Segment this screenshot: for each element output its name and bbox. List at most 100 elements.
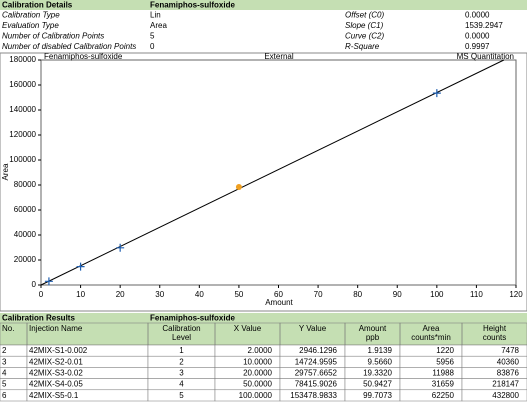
column-header: Amount xyxy=(359,324,387,333)
column-header: Area xyxy=(423,324,440,333)
cell-text: 83876 xyxy=(497,369,520,378)
cell-text: 2 xyxy=(179,357,184,366)
column-header: No. xyxy=(2,324,14,333)
cell-text: 2.0000 xyxy=(248,346,273,355)
detail-label: Calibration Type xyxy=(2,11,60,20)
point xyxy=(116,243,125,252)
point xyxy=(44,277,53,286)
cell-text: 4 xyxy=(179,380,184,389)
cell-text: 31659 xyxy=(432,380,455,389)
cell-text: 11988 xyxy=(432,369,454,378)
x-tick-label: 80 xyxy=(353,290,362,299)
cell-text: 78415.9026 xyxy=(295,380,338,389)
cell-text: 5 xyxy=(2,380,7,389)
x-tick-label: 0 xyxy=(39,290,44,299)
y-tick-label: 140000 xyxy=(9,105,36,114)
results-title: Calibration Results xyxy=(2,314,75,323)
detail-label: R-Square xyxy=(345,42,380,51)
detail-value: Lin xyxy=(150,11,161,20)
column-header: ppb xyxy=(366,333,380,342)
detail-value: 0.0000 xyxy=(465,11,490,20)
detail-value: 1539.2947 xyxy=(465,21,503,30)
x-tick-label: 60 xyxy=(274,290,283,299)
details-title: Calibration Details xyxy=(2,1,73,10)
cell xyxy=(461,389,527,402)
column-header: counts*min xyxy=(411,333,451,342)
point xyxy=(235,183,242,190)
y-axis-label: Area xyxy=(1,163,10,180)
y-tick-label: 80000 xyxy=(14,180,37,189)
cell-text: 218147 xyxy=(492,380,519,389)
cell-text: 62250 xyxy=(432,391,455,400)
y-tick-label: 180000 xyxy=(9,55,36,64)
x-tick-label: 40 xyxy=(195,290,204,299)
x-tick-label: 20 xyxy=(116,290,125,299)
cell-text: 19.3320 xyxy=(363,369,392,378)
x-tick-label: 100 xyxy=(430,290,444,299)
cell-text: 1.9139 xyxy=(368,346,393,355)
cell-text: 6 xyxy=(2,391,7,400)
y-tick-label: 160000 xyxy=(9,80,36,89)
detail-value: 0.9997 xyxy=(465,42,490,51)
cell-text: 42MIX-S2-0.01 xyxy=(29,357,83,366)
cell-text: 3 xyxy=(2,357,7,366)
y-tick-label: 40000 xyxy=(14,230,37,239)
column-header: X Value xyxy=(234,324,262,333)
detail-label: Curve (C2) xyxy=(345,32,384,41)
cell-text: 50.9427 xyxy=(363,380,392,389)
cell-text: 29757.6652 xyxy=(295,369,338,378)
column-header: Level xyxy=(172,333,191,342)
cell-text: 4 xyxy=(2,369,7,378)
detail-value: Area xyxy=(150,21,167,30)
cell-text: 50.0000 xyxy=(243,380,272,389)
cell-text: 7478 xyxy=(501,346,519,355)
plot-area xyxy=(40,59,517,286)
results-columns-bg xyxy=(0,323,527,345)
cell-text: 42MIX-S5-0.1 xyxy=(29,391,79,400)
x-tick-label: 10 xyxy=(76,290,85,299)
point xyxy=(432,89,441,98)
cell-text: 42MIX-S1-0.002 xyxy=(29,346,88,355)
cell-text: 432800 xyxy=(492,391,519,400)
detail-value: 0.0000 xyxy=(465,32,490,41)
detail-value: 0 xyxy=(150,42,155,51)
y-tick-label: 100000 xyxy=(9,155,36,164)
x-tick-label: 120 xyxy=(509,290,523,299)
cell-text: 5 xyxy=(179,391,184,400)
cell-text: 14724.9595 xyxy=(295,357,338,366)
cell-text: 153478.9833 xyxy=(290,391,337,400)
cell-text: 9.5660 xyxy=(368,357,393,366)
cell-text: 5956 xyxy=(436,357,454,366)
cell-text: 1 xyxy=(179,346,184,355)
cell-text: 100.0000 xyxy=(239,391,273,400)
detail-label: Offset (C0) xyxy=(345,11,384,20)
x-tick-label: 70 xyxy=(314,290,323,299)
x-tick-label: 30 xyxy=(155,290,164,299)
y-tick-label: 60000 xyxy=(14,205,37,214)
cell-text: 1220 xyxy=(436,346,454,355)
column-header: counts xyxy=(483,333,507,342)
y-tick-label: 0 xyxy=(32,280,37,289)
point xyxy=(76,262,85,271)
details-header xyxy=(0,0,527,10)
x-tick-label: 90 xyxy=(393,290,402,299)
x-tick-label: 110 xyxy=(470,290,483,299)
cell-text: 20.0000 xyxy=(243,369,272,378)
column-header: Injection Name xyxy=(29,324,83,333)
cell-text: 2 xyxy=(2,346,7,355)
y-tick-label: 20000 xyxy=(14,255,37,264)
detail-label: Evaluation Type xyxy=(2,21,59,30)
x-axis-label: Amount xyxy=(265,298,293,307)
y-tick-label: 120000 xyxy=(9,130,36,139)
detail-label: Number of disabled Calibration Points xyxy=(2,42,136,51)
column-header: Y Value xyxy=(299,324,327,333)
cell-text: 42MIX-S4-0.05 xyxy=(29,380,83,389)
cell-text: 10.0000 xyxy=(243,357,272,366)
column-header: Calibration xyxy=(162,324,200,333)
details-compound: Fenamiphos-sulfoxide xyxy=(150,1,235,10)
results-header xyxy=(0,313,527,323)
x-tick-label: 50 xyxy=(234,290,243,299)
cell-text: 40360 xyxy=(497,357,520,366)
